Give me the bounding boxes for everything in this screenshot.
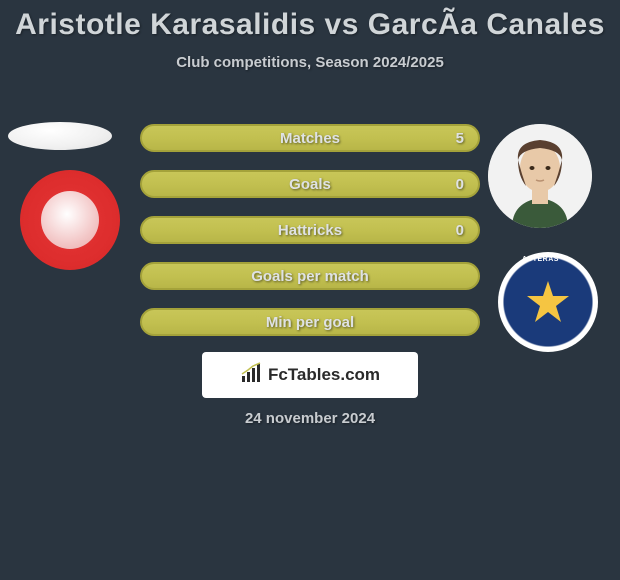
club-left-badge: [20, 170, 120, 270]
stat-bar-matches: Matches 5: [140, 124, 480, 152]
stat-label: Min per goal: [266, 314, 354, 331]
page-title: Aristotle Karasalidis vs GarcÃ­a Canales: [0, 0, 620, 42]
branding-text: FcTables.com: [268, 365, 380, 385]
stat-bar-goals: Goals 0: [140, 170, 480, 198]
stat-bar-goals-per-match: Goals per match: [140, 262, 480, 290]
footer-date: 24 november 2024: [0, 410, 620, 427]
club-right-badge: ASTERAS: [498, 252, 598, 352]
stat-value: 5: [456, 130, 464, 147]
stat-label: Matches: [280, 130, 340, 147]
stat-bars: Matches 5 Goals 0 Hattricks 0 Goals per …: [140, 124, 480, 354]
player-right-avatar: [488, 124, 592, 228]
stat-bar-hattricks: Hattricks 0: [140, 216, 480, 244]
stat-value: 0: [456, 222, 464, 239]
subtitle: Club competitions, Season 2024/2025: [0, 54, 620, 71]
chart-icon: [240, 362, 262, 389]
player-left-avatar: [8, 122, 112, 150]
club-right-text-top: ASTERAS: [522, 256, 559, 263]
branding-box[interactable]: FcTables.com: [202, 352, 418, 398]
stat-value: 0: [456, 176, 464, 193]
stat-label: Goals: [289, 176, 331, 193]
star-icon: [525, 279, 571, 325]
stat-label: Goals per match: [251, 268, 369, 285]
stat-label: Hattricks: [278, 222, 342, 239]
stat-bar-min-per-goal: Min per goal: [140, 308, 480, 336]
